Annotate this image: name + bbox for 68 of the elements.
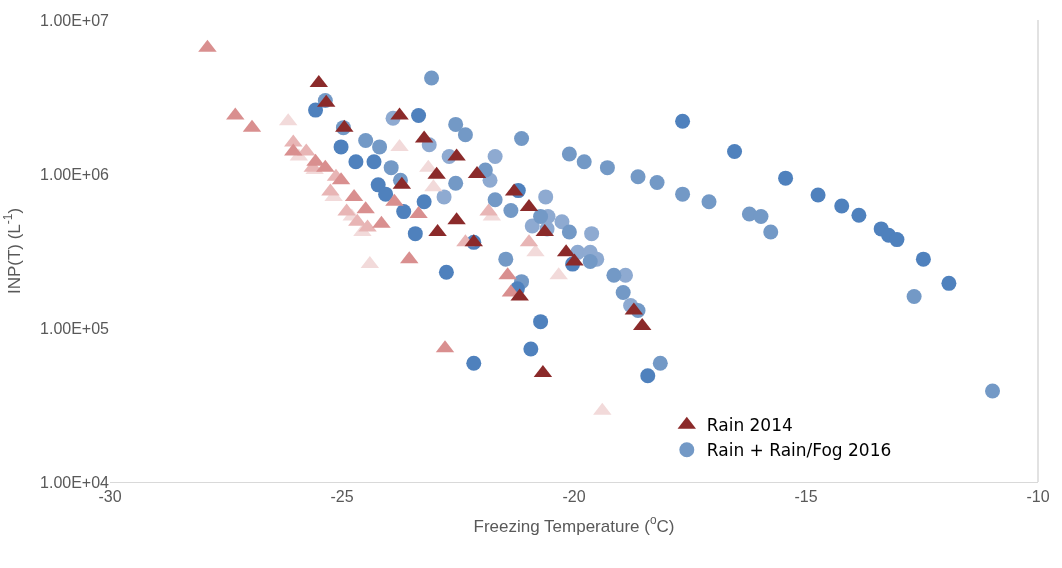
point (533, 208, 549, 224)
point (396, 204, 412, 220)
point (333, 139, 349, 155)
x-tick-label: -30 (98, 488, 122, 506)
point (576, 154, 592, 170)
point (810, 187, 826, 203)
point (561, 224, 577, 240)
point (582, 254, 598, 270)
point (906, 289, 922, 305)
point (436, 189, 452, 205)
x-tick-label: -15 (794, 488, 818, 506)
point (411, 107, 427, 123)
point (378, 186, 394, 202)
point (438, 264, 454, 280)
x-tick-label: -25 (330, 488, 354, 506)
y-tick-label: 1.00E+07 (40, 11, 110, 29)
point (498, 251, 514, 267)
point (514, 131, 530, 146)
legend-label: Rain 2014 (706, 415, 793, 436)
point (778, 170, 794, 186)
point (763, 224, 779, 240)
point (348, 154, 364, 170)
point (538, 189, 554, 205)
y-tick-label: 1.00E+05 (40, 319, 110, 337)
point (448, 175, 464, 191)
point (561, 146, 577, 162)
point (523, 341, 539, 357)
point (358, 133, 374, 148)
y-tick-label: 1.00E+04 (40, 473, 110, 491)
point (407, 226, 423, 242)
point (424, 70, 440, 86)
x-tick-label: -20 (562, 488, 586, 506)
point (640, 368, 656, 384)
point (416, 194, 432, 210)
point (448, 116, 464, 132)
point (652, 355, 668, 371)
point (487, 192, 503, 208)
point (615, 285, 631, 300)
point (834, 198, 850, 214)
point (383, 160, 399, 176)
legend-label: Rain + Rain/Fog 2016 (706, 440, 892, 461)
point (851, 207, 867, 223)
y-tick-label: 1.00E+06 (40, 165, 110, 183)
point (675, 113, 691, 129)
point (985, 383, 1001, 399)
point (727, 144, 743, 159)
point (915, 251, 931, 267)
point (366, 154, 382, 170)
point (457, 127, 473, 143)
point (466, 355, 482, 371)
point (606, 267, 622, 283)
point (701, 194, 717, 210)
point (649, 175, 665, 191)
point (675, 186, 691, 202)
point (487, 148, 503, 164)
point (372, 139, 388, 155)
point (630, 169, 646, 185)
point (503, 202, 519, 218)
point (753, 208, 769, 224)
point (308, 102, 324, 118)
point (599, 160, 615, 176)
x-axis-title: Freezing Temperature ($^{o}$C) (473, 513, 675, 536)
point (941, 275, 957, 291)
point (584, 226, 600, 242)
point (554, 214, 570, 230)
point (533, 314, 549, 330)
x-tick-label: -10 (1026, 488, 1050, 506)
point (889, 232, 905, 248)
